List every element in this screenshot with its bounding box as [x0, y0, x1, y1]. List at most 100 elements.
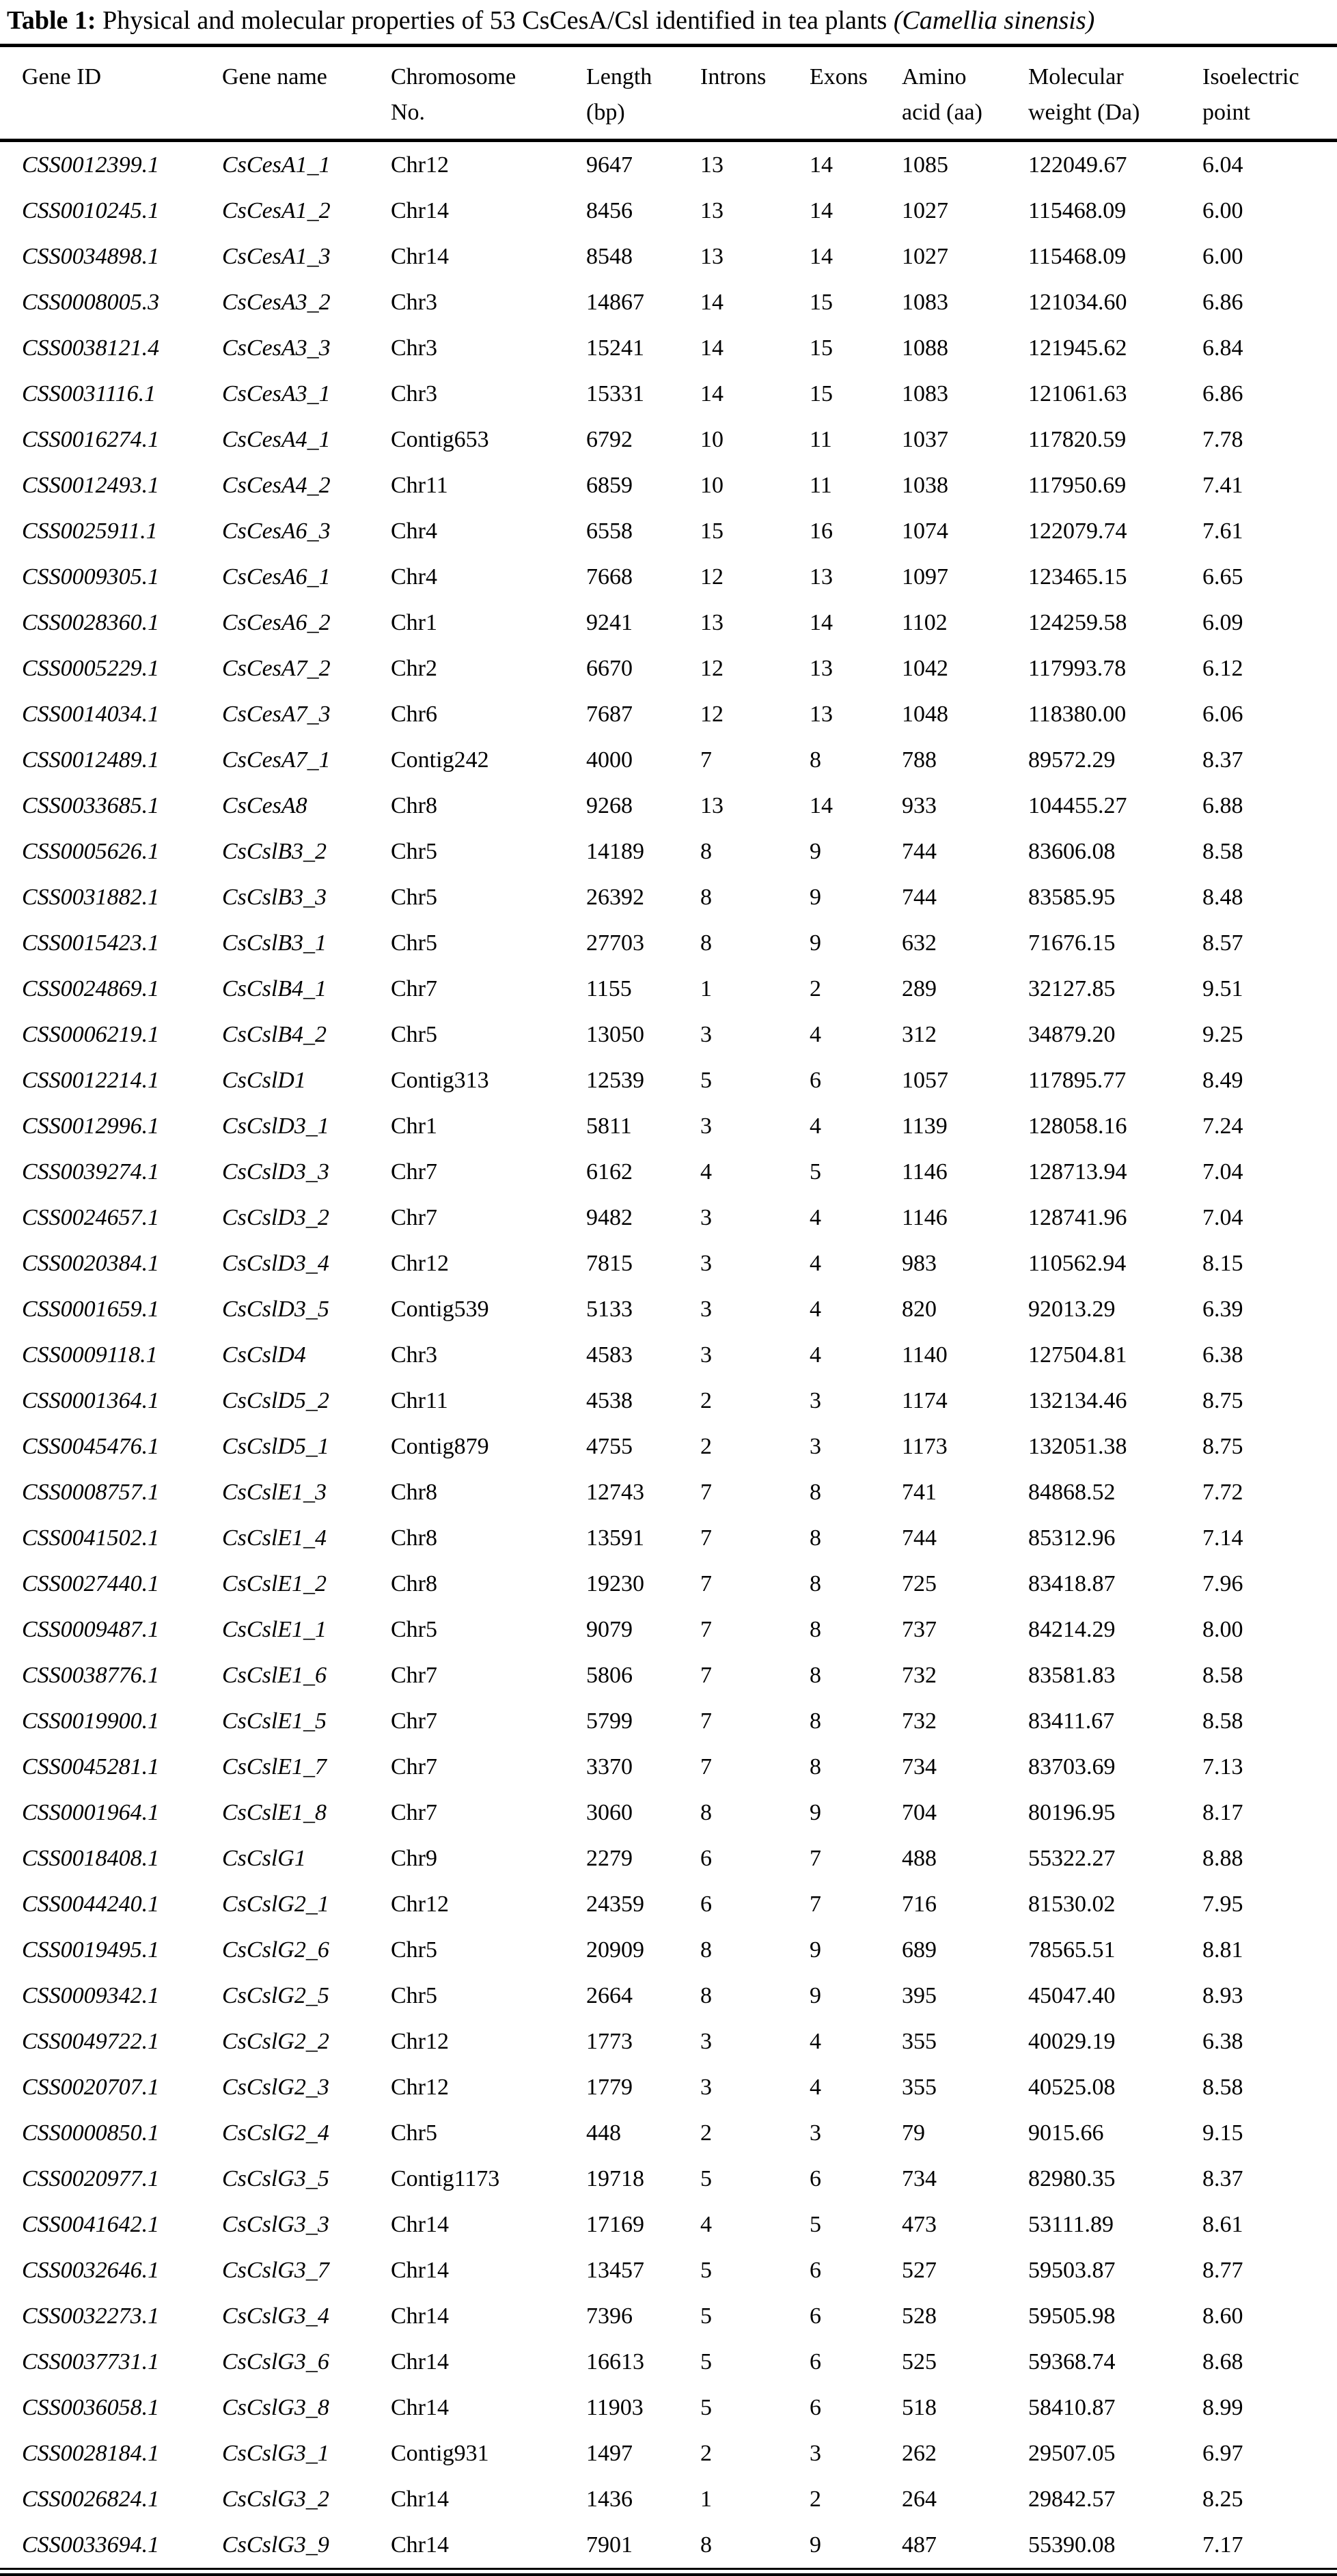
cell-isoelectric-point: 6.86	[1202, 289, 1243, 315]
cell-amino-acid: 1027	[902, 197, 948, 223]
table-row: CSS0012996.1 CsCslD3_1 Chr1 5811 3 4 1139 12805…	[0, 1103, 1337, 1149]
cell-gene-name: CsCslE1_2	[222, 1570, 327, 1596]
cell-gene-id: CSS0033685.1	[22, 792, 160, 818]
cell-length: 27703	[586, 930, 644, 956]
cell-gene-id: CSS0026824.1	[22, 2486, 160, 2512]
cell-amino-acid: 725	[902, 1570, 937, 1596]
cell-exons: 3	[810, 2120, 821, 2146]
cell-gene-id: CSS0045281.1	[22, 1754, 160, 1779]
cell-amino-acid: 1174	[902, 1387, 948, 1413]
cell-molecular-weight: 71676.15	[1028, 930, 1116, 956]
table-row: CSS0037731.1 CsCslG3_6 Chr14 16613 5 6 525 5936…	[0, 2339, 1337, 2385]
cell-amino-acid: 525	[902, 2349, 937, 2374]
table-row: CSS0014034.1 CsCesA7_3 Chr6 7687 12 13 1048 118…	[0, 691, 1337, 737]
table-row: CSS0001964.1 CsCslE1_8 Chr7 3060 8 9 704 80196.…	[0, 1790, 1337, 1836]
cell-length: 7687	[586, 701, 633, 727]
cell-introns: 6	[700, 1845, 712, 1871]
cell-gene-id: CSS0019900.1	[22, 1708, 160, 1734]
cell-gene-name: CsCslE1_3	[222, 1479, 327, 1505]
cell-gene-name: CsCslG2_1	[222, 1891, 329, 1917]
table-title-label: Table 1:	[7, 6, 96, 35]
cell-chromosome: Chr11	[391, 1387, 448, 1413]
table-row: CSS0020707.1 CsCslG2_3 Chr12 1779 3 4 355 40525…	[0, 2064, 1337, 2110]
cell-gene-id: CSS0049722.1	[22, 2028, 160, 2054]
table-title: Table 1: Physical and molecular properti…	[0, 4, 1337, 37]
cell-gene-id: CSS0028360.1	[22, 609, 160, 635]
cell-molecular-weight: 123465.15	[1028, 564, 1127, 590]
cell-molecular-weight: 59368.74	[1028, 2349, 1116, 2374]
cell-length: 2279	[586, 1845, 633, 1871]
cell-introns: 8	[700, 2532, 712, 2558]
cell-amino-acid: 741	[902, 1479, 937, 1505]
cell-exons: 5	[810, 2211, 821, 2237]
cell-gene-id: CSS0028184.1	[22, 2440, 160, 2466]
cell-exons: 8	[810, 1525, 821, 1551]
cell-isoelectric-point: 7.61	[1202, 518, 1243, 544]
cell-chromosome: Contig653	[391, 426, 489, 452]
cell-amino-acid: 1097	[902, 564, 948, 590]
cell-molecular-weight: 92013.29	[1028, 1296, 1116, 1322]
cell-isoelectric-point: 8.49	[1202, 1067, 1243, 1093]
cell-chromosome: Contig1173	[391, 2165, 500, 2191]
cell-chromosome: Chr3	[391, 380, 437, 406]
cell-isoelectric-point: 8.81	[1202, 1937, 1243, 1963]
cell-molecular-weight: 127504.81	[1028, 1342, 1127, 1368]
table-row: CSS0012214.1 CsCslD1 Contig313 12539 5 6 1057 1…	[0, 1057, 1337, 1103]
cell-molecular-weight: 55390.08	[1028, 2532, 1116, 2558]
cell-introns: 1	[700, 2486, 712, 2512]
cell-molecular-weight: 84868.52	[1028, 1479, 1116, 1505]
cell-gene-name: CsCesA6_2	[222, 609, 331, 635]
cell-chromosome: Contig313	[391, 1067, 489, 1093]
table-row: CSS0019900.1 CsCslE1_5 Chr7 5799 7 8 732 83411.…	[0, 1698, 1337, 1744]
table-row: CSS0006219.1 CsCslB4_2 Chr5 13050 3 4 312 34879…	[0, 1012, 1337, 1057]
cell-length: 11903	[586, 2394, 644, 2420]
cell-amino-acid: 1027	[902, 243, 948, 269]
cell-length: 6859	[586, 472, 633, 498]
cell-gene-name: CsCesA4_1	[222, 426, 331, 452]
cell-molecular-weight: 29507.05	[1028, 2440, 1116, 2466]
cell-molecular-weight: 128713.94	[1028, 1159, 1127, 1185]
cell-chromosome: Chr7	[391, 1799, 437, 1825]
cell-amino-acid: 744	[902, 1525, 937, 1551]
cell-gene-id: CSS0038776.1	[22, 1662, 160, 1688]
cell-isoelectric-point: 8.00	[1202, 1616, 1243, 1642]
table-row: CSS0038776.1 CsCslE1_6 Chr7 5806 7 8 732 83581.…	[0, 1652, 1337, 1698]
cell-amino-acid: 1083	[902, 289, 948, 315]
cell-isoelectric-point: 7.72	[1202, 1479, 1243, 1505]
cell-molecular-weight: 81530.02	[1028, 1891, 1116, 1917]
cell-molecular-weight: 83606.08	[1028, 838, 1116, 864]
cell-introns: 8	[700, 1937, 712, 1963]
cell-gene-id: CSS0012493.1	[22, 472, 160, 498]
cell-molecular-weight: 59505.98	[1028, 2303, 1116, 2329]
cell-introns: 3	[700, 1113, 712, 1139]
cell-isoelectric-point: 7.41	[1202, 472, 1243, 498]
cell-exons: 4	[810, 1250, 821, 1276]
cell-introns: 5	[700, 2257, 712, 2283]
cell-gene-name: CsCslG2_6	[222, 1937, 329, 1963]
cell-gene-name: CsCslG2_4	[222, 2120, 329, 2146]
table-row: CSS0049722.1 CsCslG2_2 Chr12 1773 3 4 355 40029…	[0, 2019, 1337, 2064]
cell-chromosome: Chr14	[391, 2394, 449, 2420]
table-row: CSS0027440.1 CsCslE1_2 Chr8 19230 7 8 725 83418…	[0, 1561, 1337, 1607]
cell-amino-acid: 732	[902, 1662, 937, 1688]
column-header-amino-acid: Amino acid (aa)	[902, 64, 982, 125]
table-row: CSS0020384.1 CsCslD3_4 Chr12 7815 3 4 983 11056…	[0, 1241, 1337, 1286]
cell-isoelectric-point: 6.65	[1202, 564, 1243, 590]
cell-gene-name: CsCesA4_2	[222, 472, 331, 498]
cell-exons: 15	[810, 335, 833, 361]
table-row: CSS0009305.1 CsCesA6_1 Chr4 7668 12 13 1097 123…	[0, 554, 1337, 600]
cell-amino-acid: 312	[902, 1021, 937, 1047]
cell-amino-acid: 632	[902, 930, 937, 956]
cell-gene-id: CSS0005626.1	[22, 838, 160, 864]
cell-introns: 10	[700, 472, 723, 498]
cell-gene-id: CSS0001659.1	[22, 1296, 160, 1322]
cell-isoelectric-point: 8.17	[1202, 1799, 1243, 1825]
cell-chromosome: Chr5	[391, 930, 437, 956]
cell-gene-name: CsCslG3_5	[222, 2165, 329, 2191]
cell-gene-id: CSS0034898.1	[22, 243, 160, 269]
cell-gene-name: CsCesA6_3	[222, 518, 331, 544]
cell-amino-acid: 737	[902, 1616, 937, 1642]
cell-introns: 7	[700, 1662, 712, 1688]
cell-length: 9079	[586, 1616, 633, 1642]
